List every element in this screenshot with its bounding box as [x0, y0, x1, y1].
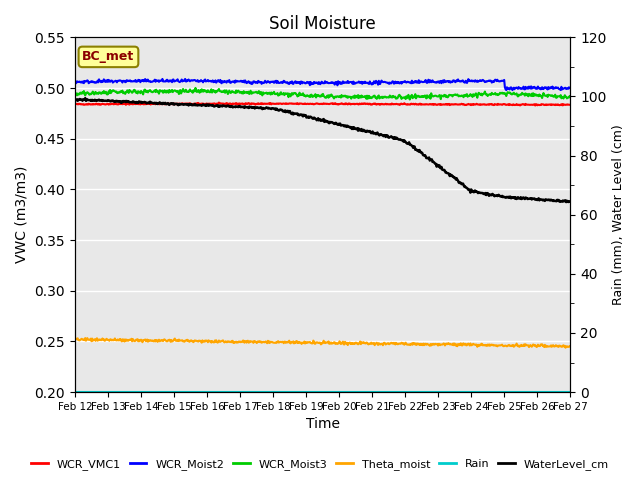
Text: BC_met: BC_met: [83, 50, 134, 63]
Title: Soil Moisture: Soil Moisture: [269, 15, 376, 33]
Y-axis label: VWC (m3/m3): VWC (m3/m3): [15, 166, 29, 264]
Legend: WCR_VMC1, WCR_Moist2, WCR_Moist3, Theta_moist, Rain, WaterLevel_cm: WCR_VMC1, WCR_Moist2, WCR_Moist3, Theta_…: [27, 455, 613, 474]
X-axis label: Time: Time: [306, 418, 340, 432]
Y-axis label: Rain (mm), Water Level (cm): Rain (mm), Water Level (cm): [612, 124, 625, 305]
